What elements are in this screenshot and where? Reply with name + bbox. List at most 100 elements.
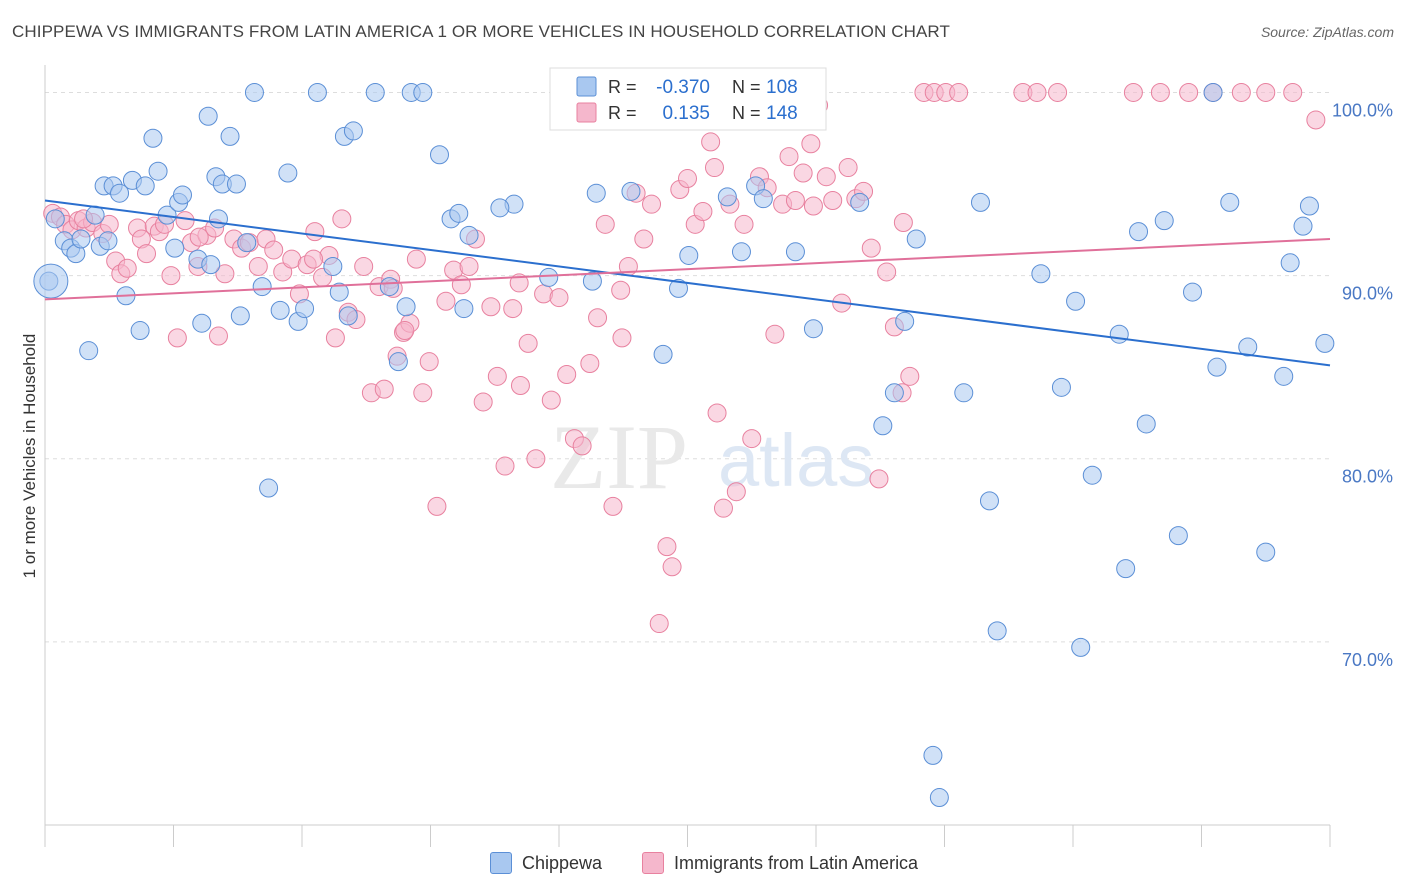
chippewa-point-1 bbox=[45, 209, 65, 229]
chippewa-point-5 bbox=[71, 229, 91, 249]
latin-point-88 bbox=[678, 169, 697, 189]
latin-point-90 bbox=[693, 202, 713, 222]
latin-point-126 bbox=[1123, 82, 1143, 102]
latin-point-68 bbox=[526, 449, 546, 469]
latin-point-108 bbox=[823, 191, 843, 211]
legend-swatch-chippewa bbox=[576, 76, 597, 97]
latin-point-19 bbox=[167, 328, 187, 348]
latin-point-83 bbox=[642, 194, 662, 214]
series-latin-points bbox=[43, 82, 1326, 634]
y-tick-label-0: 70.0% bbox=[1342, 650, 1393, 670]
legend-r-value-latin: 0.135 bbox=[662, 103, 710, 124]
chippewa-point-96 bbox=[1293, 216, 1313, 236]
chippewa-point-101 bbox=[490, 198, 510, 218]
chippewa-point-70 bbox=[873, 416, 893, 436]
latin-point-40 bbox=[325, 328, 345, 348]
chippewa-point-50 bbox=[413, 82, 433, 102]
chippewa-point-11 bbox=[110, 183, 130, 203]
chippewa-point-45 bbox=[365, 82, 385, 102]
latin-point-127 bbox=[1150, 82, 1170, 102]
latin-point-139 bbox=[612, 328, 632, 348]
chippewa-point-77 bbox=[979, 491, 999, 511]
chippewa-point-89 bbox=[1183, 282, 1203, 302]
chippewa-point-59 bbox=[621, 181, 641, 201]
chippewa-point-6 bbox=[79, 341, 99, 361]
chippewa-point-33 bbox=[252, 277, 272, 297]
chippewa-point-107 bbox=[1207, 357, 1227, 377]
latin-point-59 bbox=[459, 256, 479, 276]
latin-point-103 bbox=[785, 191, 805, 211]
chippewa-point-93 bbox=[1256, 542, 1276, 562]
legend-box: R = -0.370 N = 108 R = 0.135 N = 148 bbox=[549, 67, 827, 131]
latin-point-125 bbox=[1048, 82, 1068, 102]
chippewa-point-7 bbox=[85, 205, 105, 225]
chippewa-point-41 bbox=[329, 282, 349, 302]
legend-swatch-latin bbox=[576, 102, 597, 123]
chippewa-point-91 bbox=[1220, 192, 1240, 212]
chippewa-point-21 bbox=[172, 185, 192, 205]
latin-point-85 bbox=[657, 537, 677, 557]
chippewa-point-85 bbox=[1116, 559, 1136, 579]
chippewa-point-106 bbox=[1129, 222, 1149, 242]
chippewa-point-83 bbox=[1082, 465, 1102, 485]
latin-point-74 bbox=[572, 436, 592, 456]
latin-point-44 bbox=[354, 256, 374, 276]
bottom-legend-item-chippewa: Chippewa bbox=[490, 852, 602, 874]
latin-point-37 bbox=[305, 222, 325, 242]
chippewa-point-44 bbox=[343, 121, 363, 141]
chippewa-point-55 bbox=[459, 225, 479, 245]
chippewa-point-69 bbox=[850, 192, 870, 212]
chippewa-point-105 bbox=[895, 311, 915, 331]
chippewa-point-43 bbox=[338, 306, 358, 326]
chart-title: CHIPPEWA VS IMMIGRANTS FROM LATIN AMERIC… bbox=[12, 22, 950, 41]
latin-point-62 bbox=[481, 297, 501, 317]
latin-point-130 bbox=[1231, 82, 1251, 102]
chippewa-point-82 bbox=[1071, 637, 1091, 657]
chippewa-point-24 bbox=[198, 106, 218, 126]
latin-point-93 bbox=[713, 498, 733, 518]
watermark: ZIP atlas bbox=[550, 406, 874, 508]
latin-point-86 bbox=[662, 557, 682, 577]
legend-n-value-chippewa: 108 bbox=[766, 77, 798, 98]
latin-point-18 bbox=[161, 266, 181, 286]
latin-point-30 bbox=[248, 256, 268, 276]
chippewa-point-78 bbox=[987, 621, 1007, 641]
latin-point-53 bbox=[413, 383, 433, 403]
axes-layer bbox=[44, 65, 1331, 847]
latin-point-113 bbox=[861, 238, 881, 258]
latin-point-95 bbox=[726, 482, 746, 502]
latin-point-61 bbox=[473, 392, 493, 412]
latin-point-54 bbox=[419, 352, 439, 372]
chippewa-point-81 bbox=[1066, 291, 1086, 311]
chippewa-point-38 bbox=[295, 299, 315, 319]
watermark-zip: ZIP bbox=[550, 406, 688, 508]
latin-point-79 bbox=[611, 280, 631, 300]
chippewa-point-86 bbox=[1136, 414, 1156, 434]
legend-r-label-latin: R = bbox=[608, 103, 637, 123]
chippewa-point-34 bbox=[259, 478, 279, 498]
tick-labels: 70.0%80.0%90.0%100.0%0.0%100.0% bbox=[1332, 100, 1393, 670]
latin-point-64 bbox=[495, 456, 515, 476]
chippewa-point-16 bbox=[143, 128, 163, 148]
chippewa-point-48 bbox=[396, 297, 416, 317]
chippewa-point-72 bbox=[906, 229, 926, 249]
latin-point-65 bbox=[503, 299, 523, 319]
latin-point-67 bbox=[518, 333, 538, 353]
chippewa-point-74 bbox=[929, 788, 949, 808]
latin-point-72 bbox=[557, 364, 577, 384]
latin-point-52 bbox=[406, 249, 426, 269]
chippewa-point-58 bbox=[582, 271, 602, 291]
chippewa-point-98 bbox=[1315, 333, 1335, 353]
legend-r-label-chippewa: R = bbox=[608, 77, 637, 97]
chippewa-point-30 bbox=[230, 306, 250, 326]
trend-line-chippewa bbox=[44, 199, 1331, 367]
latin-point-32 bbox=[264, 240, 284, 260]
latin-point-141 bbox=[803, 196, 823, 216]
latin-point-66 bbox=[510, 375, 530, 395]
chippewa-point-28 bbox=[220, 126, 240, 146]
chippewa-point-104 bbox=[785, 242, 805, 262]
latin-point-104 bbox=[793, 163, 813, 183]
chippewa-point-102 bbox=[586, 183, 606, 203]
legend-n-value-latin: 148 bbox=[766, 103, 798, 124]
chippewa-point-95 bbox=[1280, 253, 1300, 273]
